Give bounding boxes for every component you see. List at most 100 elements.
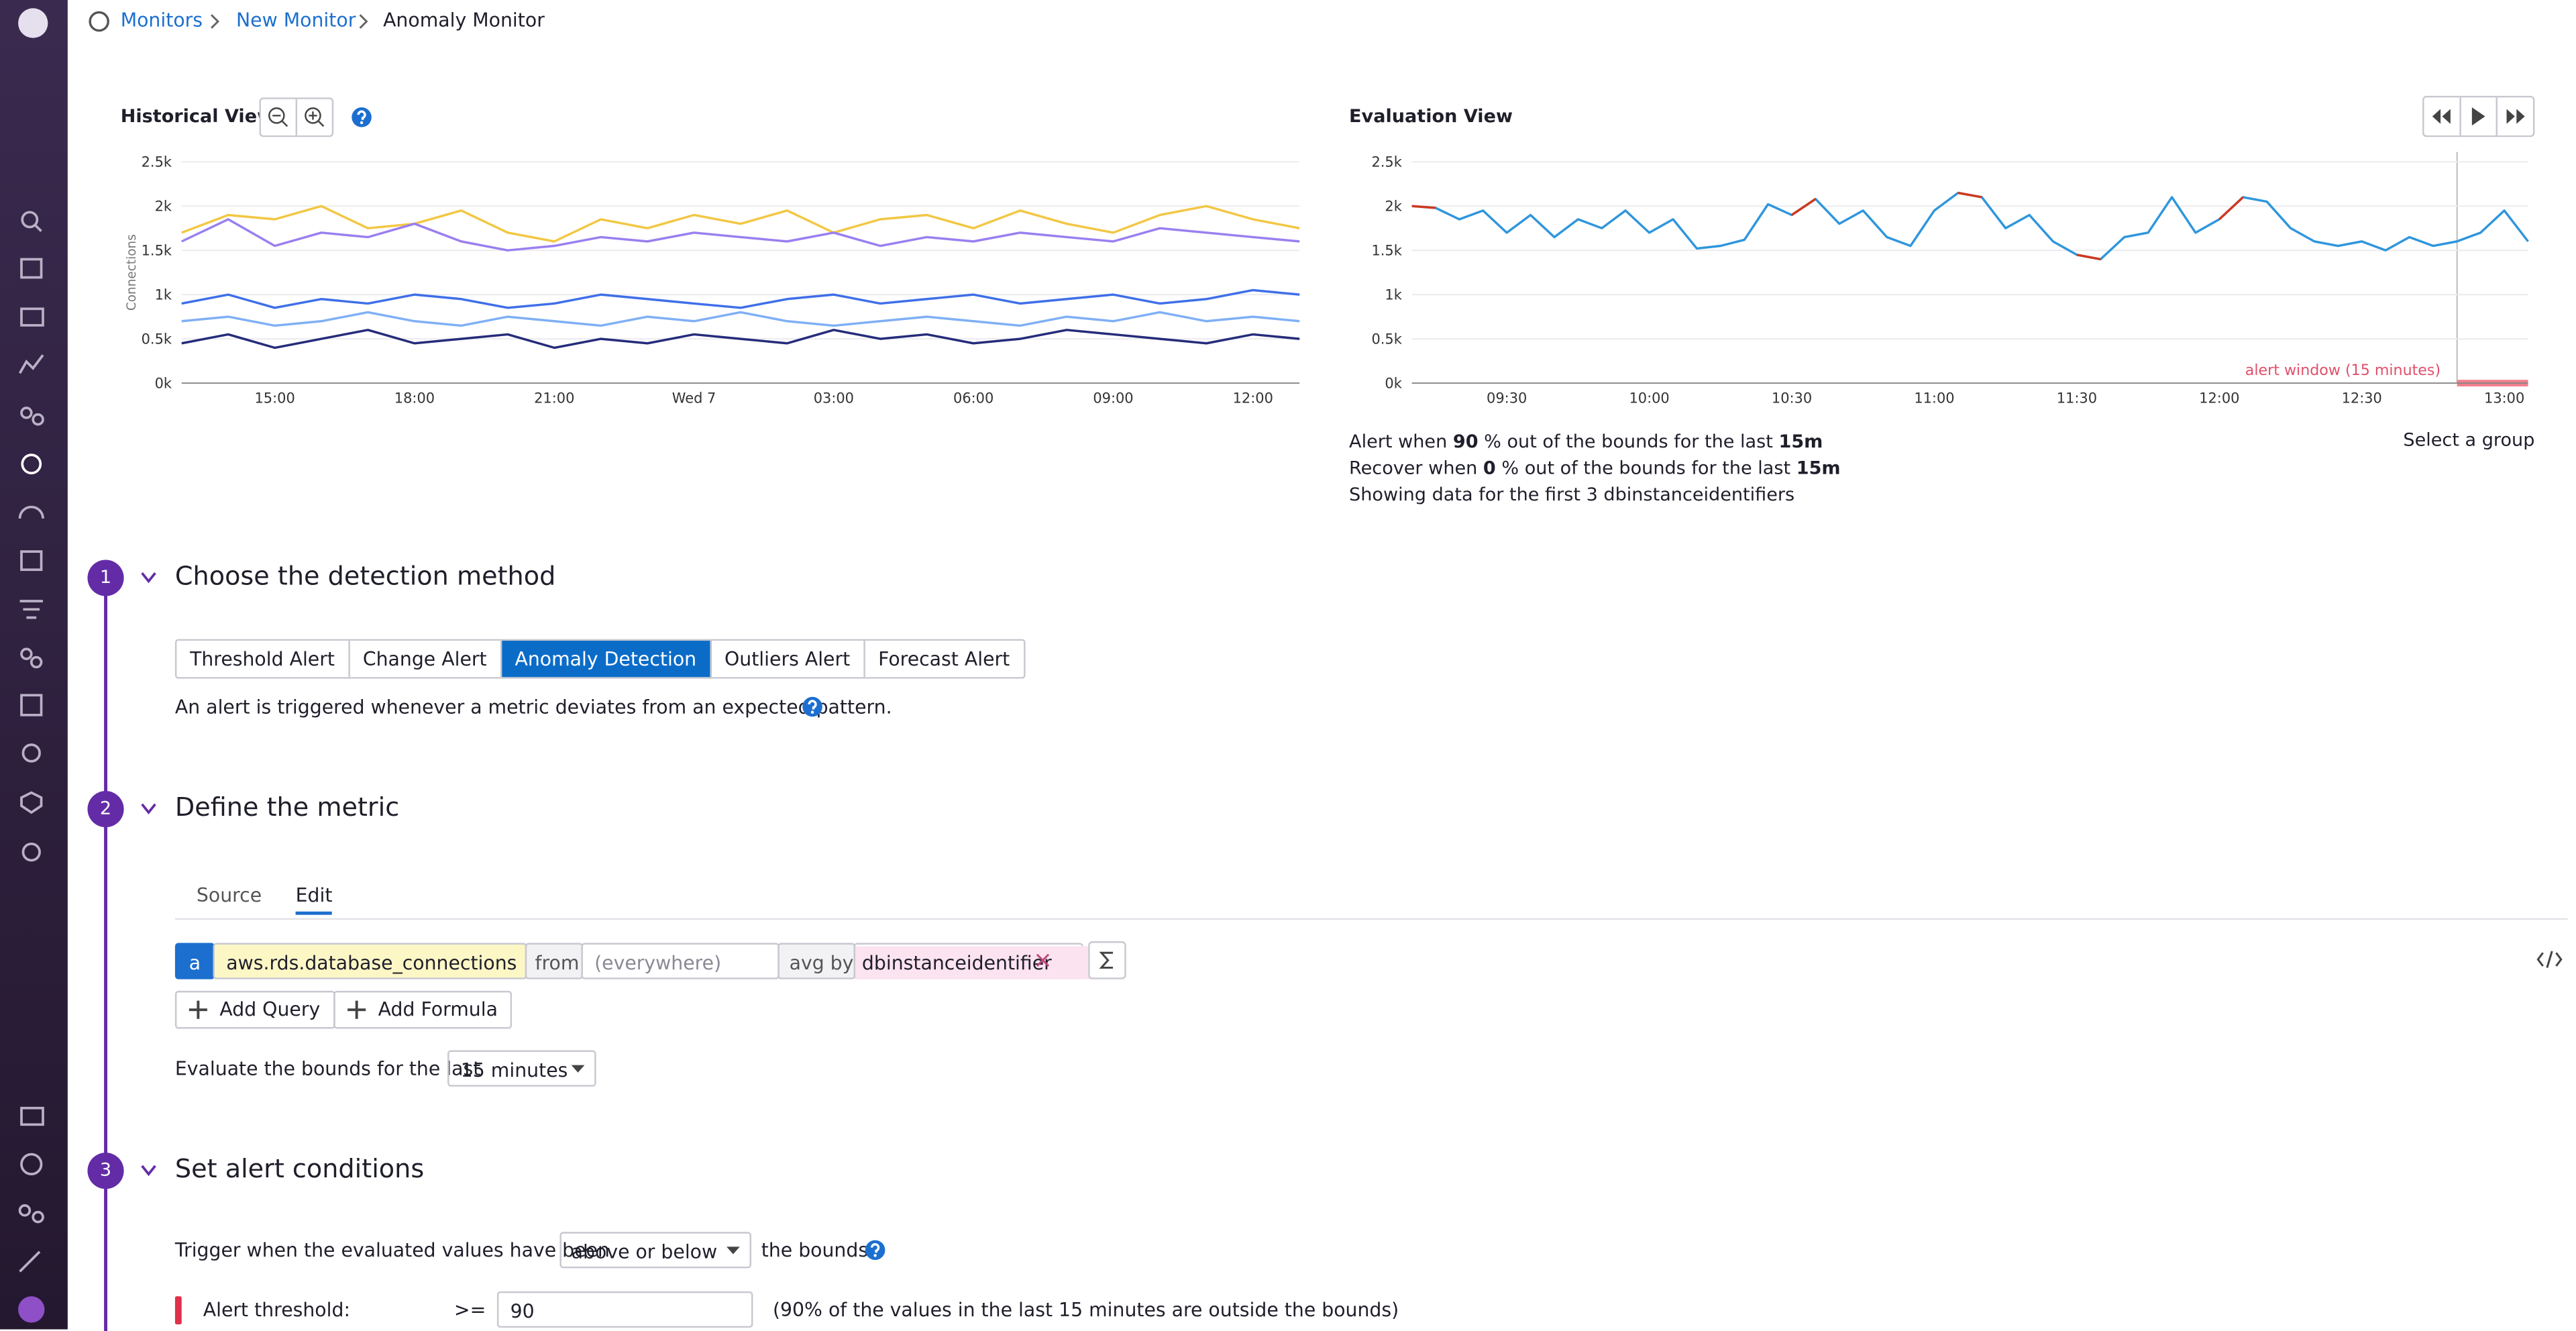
nav-icons[interactable] (18, 211, 44, 1273)
function-button[interactable] (1088, 941, 1128, 981)
note-row: Alert when 90 % out of the bounds for th… (1349, 429, 1841, 456)
zoom-controls[interactable] (259, 97, 335, 138)
graphic (2432, 109, 2451, 124)
x-tick-label: 09:00 (1093, 390, 1133, 407)
note-row: Showing data for the first 3 dbinstancei… (1349, 482, 1841, 509)
tab[interactable]: Source (196, 883, 262, 907)
graphic (2506, 109, 2525, 124)
method-option[interactable]: Threshold Alert (176, 641, 350, 678)
sidebar (0, 0, 68, 1330)
graphic (89, 11, 109, 32)
breadcrumb-link[interactable]: New Monitor (235, 8, 356, 32)
help-icon[interactable] (801, 695, 824, 718)
evaluate-dropdown[interactable]: 15 minutes (447, 1050, 596, 1087)
method-option[interactable]: Anomaly Detection (501, 641, 712, 678)
from-field[interactable]: (everywhere) (581, 943, 780, 979)
graphic (87, 560, 124, 596)
caret (727, 1246, 740, 1255)
graphic (1036, 953, 1050, 967)
graphic (268, 107, 285, 124)
breadcrumb-icon (89, 11, 109, 32)
series-line (1411, 191, 2244, 261)
method-option[interactable]: Change Alert (350, 641, 502, 678)
add-query-button[interactable]: Add Query (174, 990, 335, 1029)
y-axis-label: Connections (125, 234, 139, 311)
breadcrumb-current: Anomaly Monitor (383, 8, 545, 32)
graphic (20, 550, 43, 572)
y-tick-label: 2.5k (142, 154, 172, 170)
graphic (34, 223, 42, 232)
y-tick-label: 1.5k (1371, 243, 1402, 259)
step-title: Define the metric (174, 792, 400, 822)
annotation: alert window (15 minutes) (2245, 362, 2440, 379)
help-icon[interactable] (350, 106, 373, 129)
method-option[interactable]: Outliers Alert (711, 641, 865, 678)
graphic (211, 14, 220, 29)
remove-tag[interactable] (1034, 951, 1054, 971)
tab-divider (174, 918, 2568, 920)
series-line (181, 288, 1300, 309)
graphic (141, 1165, 156, 1177)
graphic (360, 121, 364, 125)
y-tick-label: 0k (1385, 375, 1402, 391)
trigger-dropdown[interactable]: above or below (559, 1232, 751, 1269)
playback-controls[interactable] (2422, 95, 2536, 138)
group-selector[interactable]: Select a group (2403, 429, 2535, 451)
threshold-input[interactable]: 90 (496, 1291, 753, 1328)
evaluate-label: Evaluate the bounds for the last (174, 1057, 481, 1080)
y-tick-label: 2k (155, 199, 172, 215)
graphic (1099, 951, 1114, 969)
x-tick-label: 12:30 (2342, 390, 2382, 407)
chart-title: Historical View (120, 105, 274, 127)
x-tick-label: 18:00 (394, 390, 435, 407)
x-tick-label: 11:00 (1914, 390, 1954, 407)
note-text: Alert when (1349, 431, 1453, 453)
avg-by-label: avg by (777, 943, 856, 979)
note-text: % out of the bounds for the last (1495, 457, 1796, 479)
tab-active[interactable]: Edit (295, 884, 333, 915)
graphic (20, 258, 43, 279)
note-value: 15m (1796, 457, 1841, 479)
add-formula-button[interactable]: Add Formula (333, 990, 513, 1029)
chevron (211, 14, 220, 29)
avatar[interactable] (18, 1296, 45, 1323)
step-title: Set alert conditions (174, 1154, 425, 1184)
from-label: from (525, 943, 583, 979)
metric-field[interactable]: aws.rds.database_connections (213, 943, 527, 979)
note-text: Recover when (1349, 457, 1483, 479)
y-tick-label: 0.5k (1371, 331, 1402, 347)
graphic (2546, 951, 2553, 968)
help-icon[interactable] (863, 1238, 886, 1261)
breadcrumb-link[interactable]: Monitors (120, 8, 203, 32)
graphic (141, 803, 156, 815)
code-toggle[interactable] (2536, 949, 2563, 969)
note-value: 15m (1778, 431, 1823, 453)
series-line (181, 218, 1300, 252)
graphic (32, 413, 44, 426)
historical-chart: 0k 0.5k 1k 1.5k 2k 2.5k 15:00 18:00 21:00 Wed 7 03… (125, 154, 1300, 407)
x-tick-label: 03:00 (814, 390, 854, 407)
graphic (810, 710, 814, 714)
y-tick-label: 2.5k (1371, 154, 1402, 170)
caret (571, 1065, 585, 1073)
graphic (357, 110, 366, 120)
note-text: % out of the bounds for the last (1478, 431, 1779, 453)
note-row: Recover when 0 % out of the bounds for t… (1349, 456, 1841, 482)
graphic (870, 1243, 880, 1253)
graphic (727, 1246, 740, 1255)
graphic (305, 107, 321, 124)
evaluation-chart: 0k 0.5k 1k 1.5k 2k 2.5k 09:30 10:00 10:30 11:00 11… (1371, 152, 2529, 407)
graphic (571, 1065, 585, 1073)
logo[interactable] (18, 8, 48, 38)
y-tick-label: 1.5k (142, 243, 172, 259)
step-title: Choose the detection method (174, 561, 556, 592)
group-tag: dbinstanceidentifier (855, 946, 1095, 979)
threshold-operator: >= (453, 1297, 486, 1322)
graphic (20, 694, 43, 716)
group-field[interactable]: dbinstanceidentifier (853, 943, 1095, 979)
method-option[interactable]: Forecast Alert (878, 647, 1010, 671)
x-tick-label: 11:30 (2057, 390, 2097, 407)
alert-marker (174, 1296, 182, 1325)
